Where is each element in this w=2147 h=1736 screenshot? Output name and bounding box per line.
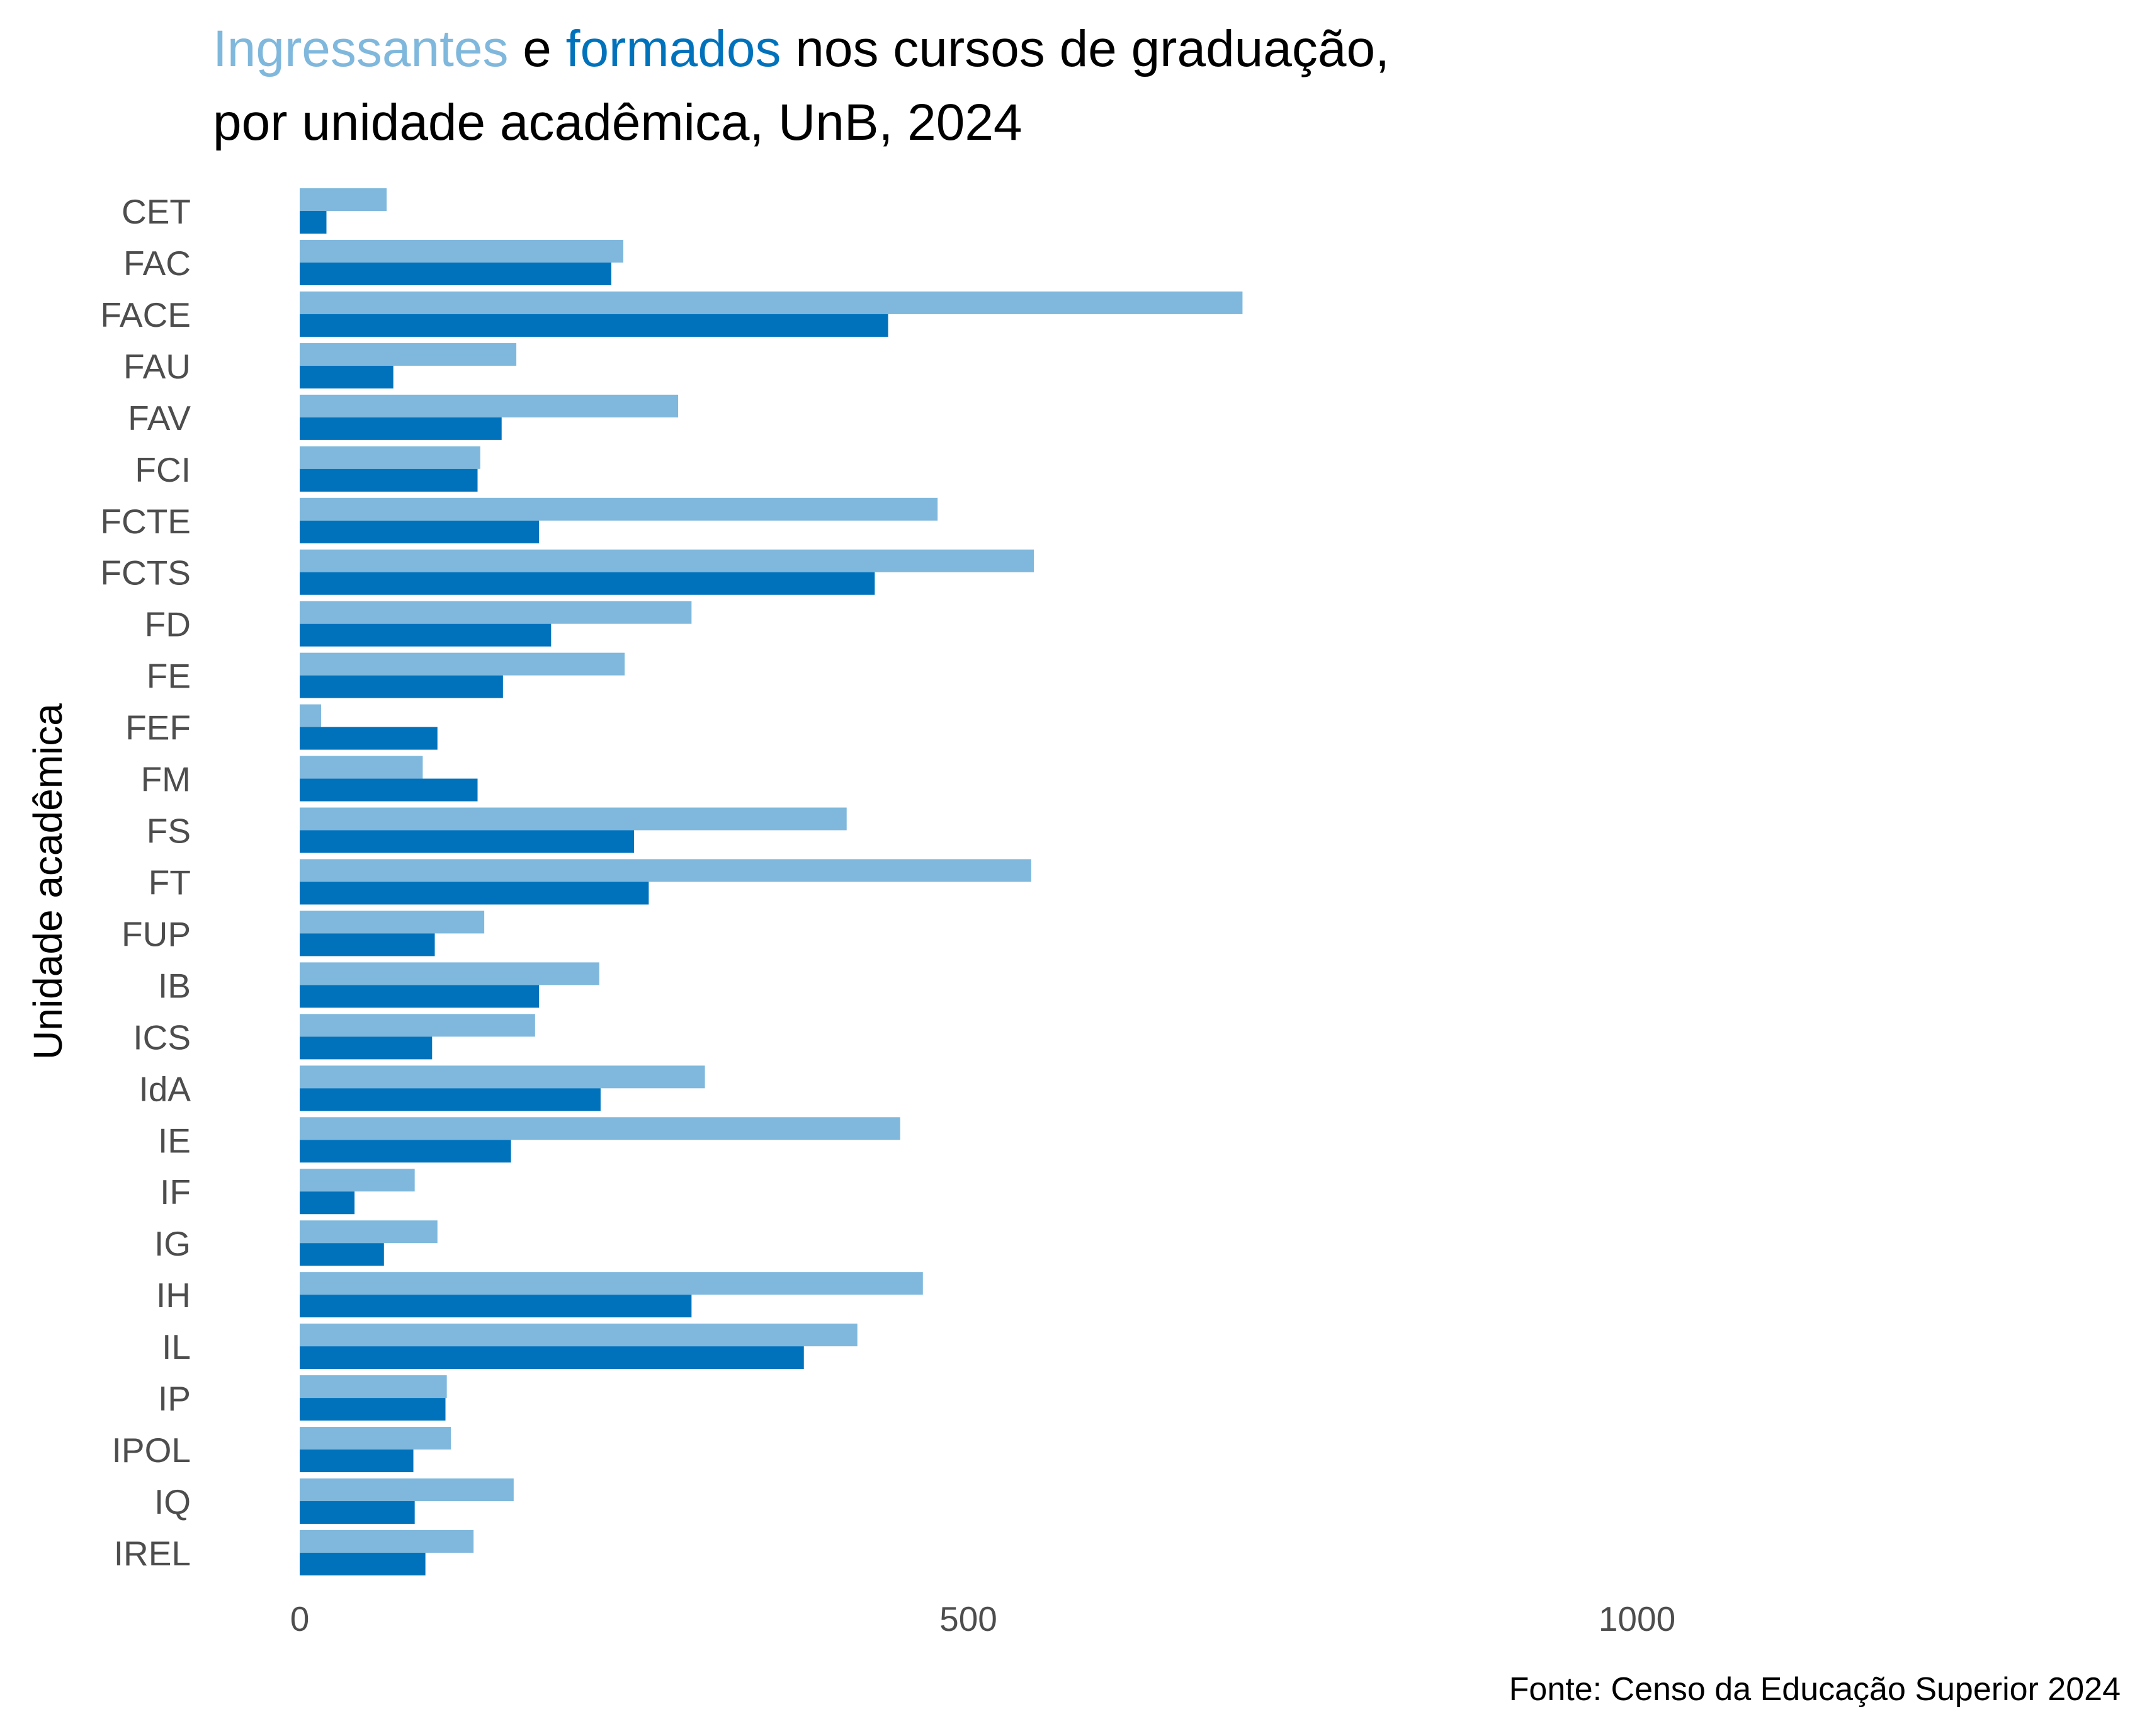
y-axis-title: Unidade acadêmica (25, 703, 71, 1060)
bar-ingressantes-fm (300, 756, 423, 779)
bar-formados-fac (300, 262, 611, 285)
bar-formados-iq (300, 1501, 415, 1524)
category-label-fcts: FCTS (100, 553, 191, 593)
category-label-ih: IH (156, 1276, 191, 1315)
category-label-fs: FS (147, 812, 191, 851)
category-label-ida: IdA (139, 1069, 191, 1108)
category-label-fac: FAC (123, 244, 191, 283)
bar-formados-ft (300, 882, 649, 905)
bar-ingressantes-fci (300, 446, 480, 469)
category-label-fau: FAU (123, 347, 191, 386)
bar-formados-cet (300, 211, 327, 234)
bar-ingressantes-irel (300, 1529, 474, 1553)
bar-ingressantes-ie (300, 1117, 900, 1140)
category-label-face: FACE (100, 295, 191, 334)
chart-title-line2: por unidade acadêmica, UnB, 2024 (213, 94, 1023, 151)
bar-ingressantes-fup (300, 911, 485, 934)
category-label-fe: FE (147, 657, 191, 696)
bar-ingressantes-ip (300, 1375, 447, 1398)
category-label-if: IF (160, 1172, 191, 1211)
bar-ingressantes-ics (300, 1014, 535, 1037)
category-label-ipol: IPOL (112, 1431, 191, 1470)
bar-formados-fci (300, 468, 478, 492)
bar-formados-ip (300, 1398, 446, 1421)
category-label-fci: FCI (135, 450, 191, 489)
bar-ingressantes-face (300, 291, 1243, 314)
bar-formados-ida (300, 1088, 601, 1111)
bar-ingressantes-fav (300, 394, 679, 417)
bar-ingressantes-fac (300, 239, 624, 263)
bar-formados-ics (300, 1036, 433, 1060)
bar-ingressantes-iq (300, 1478, 514, 1501)
category-label-ics: ICS (133, 1018, 191, 1057)
bar-formados-fcte (300, 520, 540, 543)
bar-ingressantes-fs (300, 807, 847, 831)
bar-ingressantes-cet (300, 188, 387, 211)
bar-formados-ie (300, 1140, 511, 1163)
bar-formados-ig (300, 1243, 384, 1266)
category-label-il: IL (162, 1327, 191, 1366)
title-e: e (509, 20, 566, 77)
bar-ingressantes-fcte (300, 497, 938, 521)
bar-formados-fs (300, 830, 634, 853)
category-labels: CET FAC FACE FAU FAV FCI FCTE FCTS FD FE FEF FM FS FT… (100, 192, 191, 1573)
bar-formados-ib (300, 985, 540, 1008)
bar-ingressantes-ig (300, 1220, 438, 1244)
category-label-ie: IE (158, 1121, 191, 1160)
source-caption: Fonte: Censo da Educação Superior 2024 (1509, 1671, 2121, 1708)
category-label-ib: IB (158, 966, 191, 1005)
bar-formados-fe (300, 675, 503, 698)
chart-title-line1: Ingressantes e formados nos cursos de gr… (213, 20, 1390, 77)
bar-ingressantes-ipol (300, 1427, 451, 1450)
bar-formados-fef (300, 727, 438, 750)
bar-ingressantes-ft (300, 859, 1031, 882)
bar-formados-fav (300, 417, 502, 440)
bar-formados-fcts (300, 572, 875, 595)
bar-ingressantes-fe (300, 652, 625, 676)
bar-formados-ih (300, 1295, 692, 1318)
bar-ingressantes-fef (300, 704, 321, 727)
category-label-cet: CET (122, 192, 191, 231)
category-label-fd: FD (145, 605, 191, 644)
title-rest: nos cursos de graduação, (781, 20, 1390, 77)
bar-ingressantes-if (300, 1169, 415, 1192)
category-label-iq: IQ (154, 1482, 191, 1521)
bar-formados-irel (300, 1552, 426, 1575)
title-ingressantes: Ingressantes (213, 20, 509, 77)
bar-formados-if (300, 1191, 355, 1215)
bar-formados-fd (300, 623, 552, 647)
bar-ingressantes-fcts (300, 549, 1034, 572)
category-label-ft: FT (149, 863, 191, 902)
bar-ingressantes-ih (300, 1272, 923, 1295)
category-label-ig: IG (154, 1224, 191, 1263)
bar-ingressantes-fau (300, 343, 517, 366)
x-tick-1000: 1000 (1599, 1599, 1675, 1638)
bars-group (300, 188, 1243, 1575)
bar-ingressantes-il (300, 1324, 858, 1347)
category-label-fup: FUP (122, 914, 191, 953)
category-label-ip: IP (158, 1379, 191, 1418)
bar-formados-ipol (300, 1450, 414, 1473)
bar-formados-fm (300, 778, 478, 802)
bar-formados-il (300, 1346, 804, 1370)
category-label-fm: FM (141, 760, 191, 799)
x-tick-labels: 0 500 1000 (290, 1599, 1675, 1638)
bar-formados-fup (300, 933, 435, 956)
category-label-irel: IREL (114, 1534, 191, 1573)
bar-formados-fau (300, 365, 394, 389)
category-label-fcte: FCTE (100, 502, 191, 541)
x-tick-0: 0 (290, 1599, 310, 1638)
bar-ingressantes-ida (300, 1065, 705, 1089)
category-label-fav: FAV (128, 399, 191, 438)
bar-formados-face (300, 314, 888, 337)
bar-ingressantes-fd (300, 601, 692, 624)
bar-ingressantes-ib (300, 962, 599, 985)
title-formados: formados (566, 20, 781, 77)
x-tick-500: 500 (939, 1599, 997, 1638)
category-label-fef: FEF (125, 708, 191, 747)
